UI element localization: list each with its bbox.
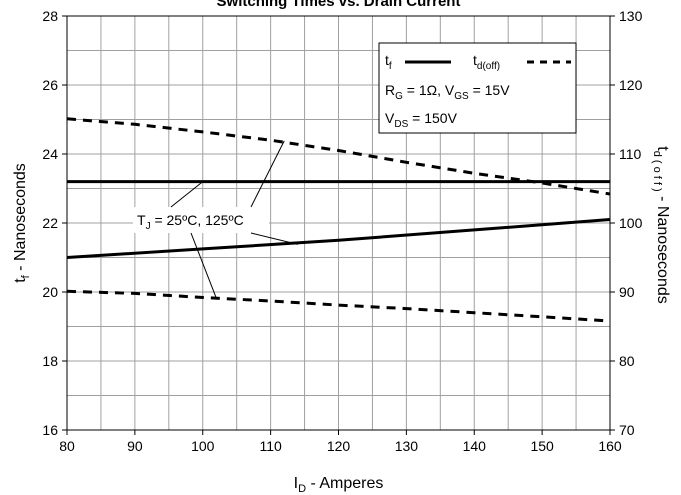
y-right-tick-label: 80 [619,353,635,369]
y-left-tick-label: 28 [42,8,58,24]
chart-title: Switching Times vs. Drain Current [217,0,461,10]
y-right-tick-label: 120 [619,77,643,93]
legend-condition-2: VDS = 150V [385,110,458,130]
legend-condition-1: RG = 1Ω, VGS = 15V [385,82,510,102]
x-tick-label: 80 [59,438,75,454]
x-tick-label: 110 [259,438,282,454]
y-right-tick-label: 90 [619,284,635,300]
annotation-leader [250,140,285,208]
x-tick-label: 140 [463,438,487,454]
x-tick-label: 130 [395,438,419,454]
y-left-axis-label: tf - Nanoseconds [12,163,32,283]
y-right-tick-label: 100 [619,215,643,231]
legend-entry-tf: tf [385,52,392,72]
y-left-tick-label: 18 [42,353,58,369]
x-tick-label: 90 [127,438,143,454]
legend-entry-td-off: td(off) [473,52,500,72]
y-left-tick-label: 16 [42,422,58,438]
x-axis-label: ID - Amperes [294,475,384,495]
y-right-tick-label: 130 [619,8,643,24]
axis-labels: ID - Amperes tf - Nanoseconds td ( o f f )… [12,146,671,495]
legend: tf td(off) RG = 1Ω, VGS = 15V VDS = 150V [378,42,577,134]
series-line-td-off [66,289,611,323]
y-right-tick-label: 70 [619,422,635,438]
annotation-group: TJ = 25ºC, 125ºC [133,140,298,299]
annotation-leader [170,181,204,208]
x-tick-label: 120 [327,438,351,454]
annotation-label: TJ = 25ºC, 125ºC [137,212,244,232]
x-tick-label: 150 [530,438,554,454]
axis-ticks: 80 90 100 110 120 130 140 150 160 16 18 20 22 24 26 28 7… [42,8,642,454]
x-tick-label: 100 [191,438,215,454]
annotation-leader [250,232,298,245]
y-left-tick-label: 24 [42,146,58,162]
x-tick-label: 160 [598,438,622,454]
y-left-tick-label: 20 [42,284,58,300]
annotation-label-bg [133,207,269,233]
series-line-td-off [66,117,611,196]
y-left-tick-label: 26 [42,77,58,93]
y-left-tick-label: 22 [42,215,58,231]
series-group [66,117,611,323]
y-right-axis-label: td ( o f f ) - Nanoseconds [651,146,671,303]
series-line-tf [66,218,611,259]
legend-box [378,42,577,134]
annotation-leader [190,232,217,299]
y-right-tick-label: 110 [619,146,642,162]
